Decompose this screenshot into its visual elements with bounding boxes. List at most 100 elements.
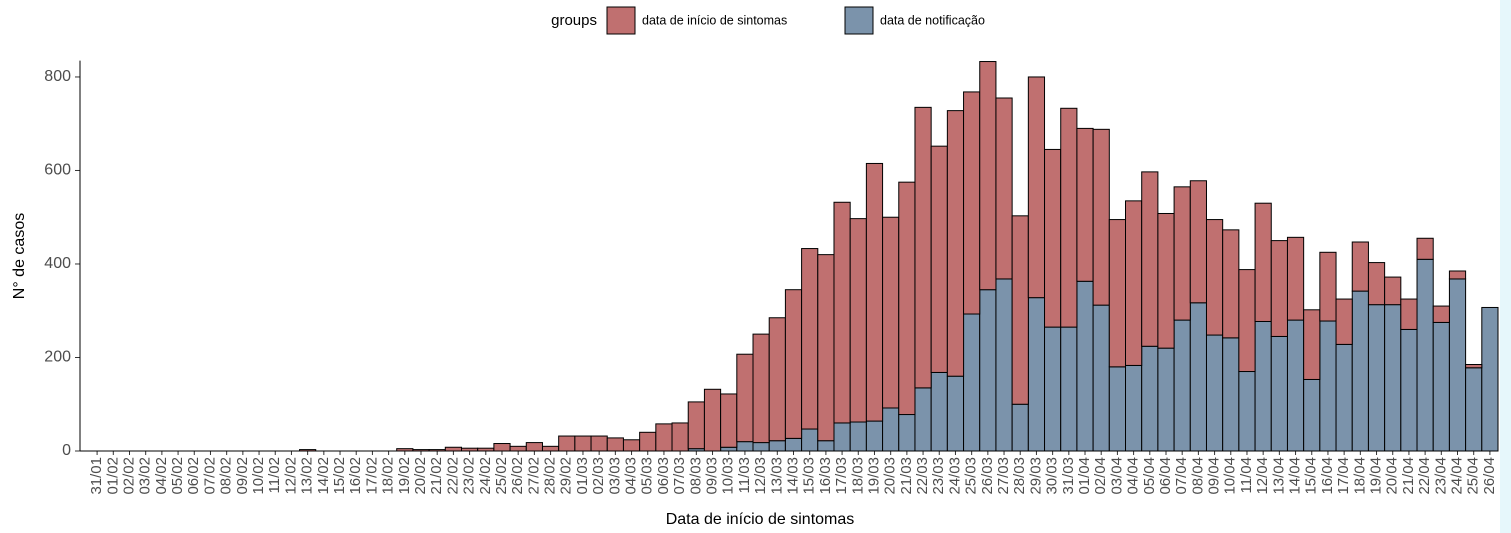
bar — [752, 442, 770, 452]
legend-label: data de início de sintomas — [642, 13, 787, 27]
bar — [914, 106, 932, 389]
bar — [914, 387, 932, 452]
bar — [946, 110, 965, 377]
x-tick-label: 22/02 — [444, 457, 461, 495]
bar — [1060, 107, 1078, 328]
legend-title: groups — [551, 12, 597, 29]
bar — [1222, 229, 1240, 339]
bar — [849, 218, 867, 423]
bar — [574, 435, 592, 452]
bar — [865, 162, 884, 422]
bar — [1351, 241, 1369, 292]
x-tick-label: 17/03 — [833, 457, 850, 495]
bar — [703, 388, 722, 452]
bar — [995, 278, 1013, 452]
x-tick-label: 19/02 — [396, 457, 413, 495]
bar — [833, 201, 851, 424]
x-tick-label: 26/02 — [509, 457, 526, 495]
bar — [1335, 298, 1353, 345]
bar — [784, 437, 803, 452]
bar — [1286, 236, 1305, 321]
x-tick-label: 24/03 — [946, 457, 963, 495]
x-tick-label: 18/04 — [1351, 457, 1368, 495]
bar — [898, 414, 916, 452]
bar — [1044, 148, 1062, 328]
x-tick-label: 25/04 — [1465, 457, 1482, 495]
bar — [801, 248, 819, 430]
bar — [1465, 367, 1483, 452]
bar — [1092, 304, 1110, 452]
x-tick-label: 26/04 — [1481, 457, 1498, 495]
x-axis-title: Data de início de sintomas — [666, 511, 855, 528]
bar — [768, 317, 786, 442]
x-tick-label: 18/03 — [849, 457, 866, 495]
bar — [1027, 297, 1046, 452]
x-tick-label: 29/03 — [1027, 457, 1044, 495]
bar — [882, 216, 900, 409]
x-tick-label: 14/02 — [315, 457, 332, 495]
bar — [1416, 258, 1434, 452]
legend-swatch — [606, 6, 636, 35]
x-tick-label: 30/03 — [1044, 457, 1061, 495]
bar — [1238, 371, 1256, 452]
bar — [1270, 240, 1288, 337]
bar — [1108, 366, 1127, 452]
x-tick-label: 31/03 — [1060, 457, 1077, 495]
bar — [1481, 306, 1499, 452]
x-tick-label: 06/04 — [1157, 457, 1174, 495]
x-tick-label: 31/01 — [88, 457, 105, 495]
bar — [1286, 319, 1305, 452]
x-tick-label: 02/03 — [590, 457, 607, 495]
x-tick-label: 08/04 — [1189, 457, 1206, 495]
x-tick-label: 08/03 — [687, 457, 704, 495]
bar — [1125, 364, 1143, 452]
bar — [752, 333, 770, 444]
bar — [590, 435, 608, 452]
bar — [671, 422, 689, 452]
y-tick-label: 600 — [44, 162, 71, 179]
x-tick-label: 14/04 — [1287, 457, 1304, 495]
bar — [655, 423, 673, 452]
bar — [1400, 298, 1418, 330]
bar — [1173, 186, 1191, 321]
bar — [1060, 326, 1078, 452]
bar — [833, 422, 851, 452]
x-tick-label: 25/02 — [493, 457, 510, 495]
bar — [1351, 290, 1369, 452]
x-tick-label: 04/04 — [1125, 457, 1142, 495]
x-tick-label: 22/04 — [1416, 457, 1433, 495]
x-tick-label: 11/02 — [266, 457, 283, 493]
bar — [1319, 320, 1337, 452]
y-tick-label: 200 — [44, 349, 71, 366]
bar — [1367, 262, 1386, 306]
bar — [1157, 212, 1175, 349]
x-tick-label: 23/03 — [930, 457, 947, 495]
x-tick-label: 02/04 — [1092, 457, 1109, 495]
x-tick-label: 16/04 — [1319, 457, 1336, 495]
x-tick-label: 27/02 — [525, 457, 542, 495]
bar — [784, 289, 803, 439]
bar — [1335, 343, 1353, 452]
x-tick-label: 06/03 — [655, 457, 672, 495]
bar — [1011, 215, 1029, 405]
bar — [1222, 337, 1240, 452]
x-tick-label: 15/03 — [801, 457, 818, 495]
bar — [736, 441, 754, 452]
x-tick-label: 23/02 — [461, 457, 478, 495]
x-tick-label: 26/03 — [979, 457, 996, 495]
x-tick-label: 19/04 — [1368, 457, 1385, 495]
bar — [1027, 76, 1046, 299]
bar — [1205, 219, 1224, 336]
bar — [963, 91, 981, 315]
bar — [768, 440, 786, 452]
bar — [979, 61, 997, 291]
x-tick-label: 04/03 — [623, 457, 640, 495]
x-tick-label: 21/04 — [1400, 457, 1417, 495]
bar — [622, 439, 641, 452]
bar — [801, 428, 819, 452]
bar — [1011, 403, 1029, 452]
x-tick-label: 28/03 — [1011, 457, 1028, 495]
bar — [1416, 237, 1434, 260]
x-tick-label: 29/02 — [558, 457, 575, 495]
